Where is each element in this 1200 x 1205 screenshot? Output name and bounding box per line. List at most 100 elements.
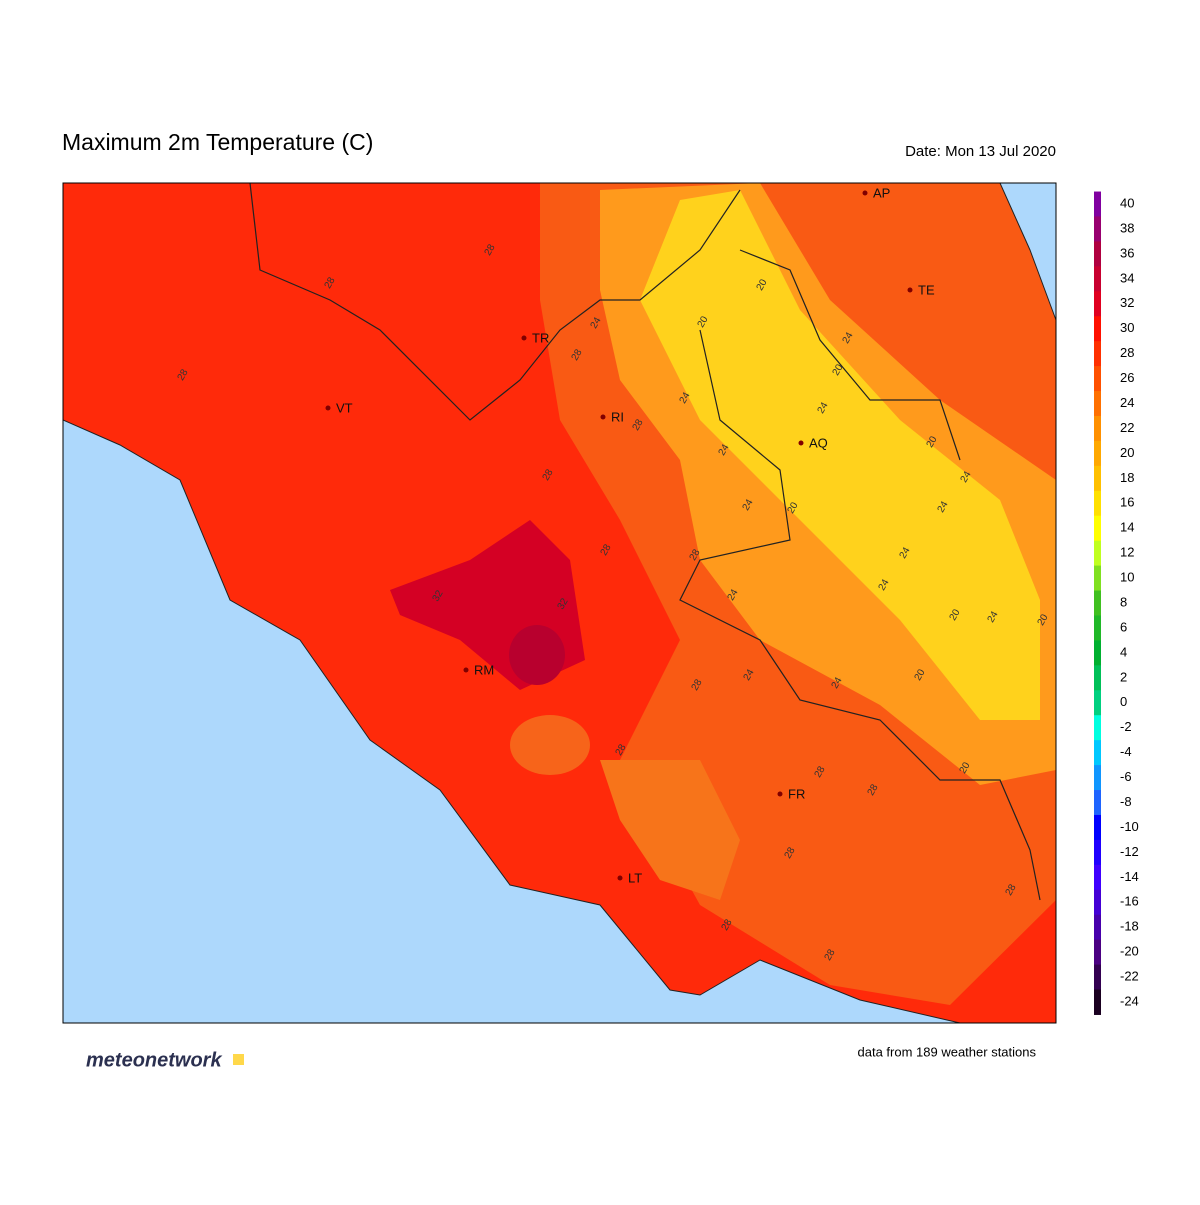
contour-label: 28 [483,242,498,258]
border [739,249,961,461]
colorbar-segment [1094,765,1101,791]
map-frame [62,182,1057,1024]
colorbar-segment [1094,316,1101,342]
colorbar-tick-label: 30 [1120,320,1134,335]
contour-label: 24 [741,497,756,513]
colorbar-segment [1094,366,1101,392]
colorbar-segment [1094,715,1101,741]
logo: meteonetwork [86,1049,222,1071]
city-dot [862,190,868,196]
colorbar-tick-label: 16 [1120,495,1134,510]
colorbar-tick-label: 10 [1120,570,1134,585]
colorbar-tick-label: -22 [1120,969,1139,984]
city-label: LT [628,870,642,885]
colorbar-tick-label: -12 [1120,844,1139,859]
land-warm [600,760,740,900]
colorbar-tick-label: 0 [1120,694,1127,709]
border [249,183,741,421]
colorbar-segment [1094,391,1101,417]
contour-label: 20 [948,607,963,623]
colorbar-tick-label: 32 [1120,295,1134,310]
land-cool [640,190,1040,720]
contour-label: 28 [688,547,703,563]
contour-label: 28 [541,467,556,483]
contour-label: 24 [830,675,845,691]
colorbar-segment [1094,790,1101,816]
hot-peak [509,625,565,685]
colorbar-segment [1094,191,1101,217]
contour-label: 20 [696,314,711,330]
colorbar-segment [1094,216,1101,242]
contour-label: 24 [898,545,913,561]
colorbar-tick-label: 6 [1120,619,1127,634]
colorbar-segment [1094,989,1101,1015]
colorbar-segment [1094,590,1101,616]
colorbar-tick-label: -14 [1120,869,1139,884]
contour-label: 24 [742,667,757,683]
contour-label: 28 [323,275,338,291]
colorbar-tick-label: -2 [1120,719,1132,734]
city-dot [777,791,783,797]
city-label: TR [532,330,549,345]
colorbar-segment [1094,814,1101,841]
contour-label: 20 [831,362,846,378]
colorbar-tick-label: 20 [1120,445,1134,460]
contour-label: 24 [717,442,732,458]
colorbar-tick-label: 4 [1120,644,1127,659]
contour-label: 28 [614,742,629,758]
contour-label: 24 [841,330,856,346]
colorbar-segment [1094,540,1101,567]
colorbar-tick-label: 40 [1120,195,1134,210]
colorbar-tick-label: 14 [1120,520,1134,535]
land-warm [510,715,590,775]
colorbar-segment [1094,615,1101,641]
contour-label: 20 [1036,612,1051,628]
colorbar-segment [1094,939,1101,966]
city-dot [521,335,527,341]
contour-label: 24 [726,587,741,603]
colorbar-tick-label: 28 [1120,345,1134,360]
colorbar-segment [1094,415,1101,442]
city-label: AQ [809,435,828,450]
city-dot [463,667,469,673]
border [679,329,1041,901]
colorbar-segment [1094,341,1101,367]
contour-label: 32 [556,596,571,612]
colorbar-tick-label: 18 [1120,470,1134,485]
colorbar-segment [1094,241,1101,267]
colorbar-tick-label: -24 [1120,993,1139,1008]
contour-label: 24 [589,315,604,331]
colorbar-tick-label: -8 [1120,794,1132,809]
colorbar-segment [1094,690,1101,716]
contour-label: 32 [431,588,446,604]
contour-label: 28 [599,542,614,558]
adriatic-sea [999,183,1056,321]
colorbar-tick-label: -10 [1120,819,1139,834]
contour-label: 24 [678,390,693,406]
city-label: FR [788,786,805,801]
title: Maximum 2m Temperature (C) [62,129,373,155]
contour-label: 20 [958,760,973,776]
colorbar-segment [1094,964,1101,991]
colorbar-segment [1094,740,1101,766]
colorbar-tick-label: 36 [1120,245,1134,260]
colorbar-segment [1094,640,1101,666]
colorbar-tick-label: -16 [1120,894,1139,909]
colorbar-segment [1094,839,1101,866]
colorbar-segment [1094,864,1101,891]
map [63,183,1056,1023]
colorbar-tick-label: -18 [1120,919,1139,934]
colorbar-tick-label: 34 [1120,270,1134,285]
contour-label: 28 [823,947,838,963]
contour-label: 28 [570,347,585,363]
contour-label: 20 [925,434,940,450]
city-label: RI [611,409,624,424]
city-dot [907,287,913,293]
contour-label: 24 [986,609,1001,625]
contour-label: 24 [959,469,974,485]
colorbar-segment [1094,914,1101,941]
city-dot [325,405,331,411]
contour-label: 28 [866,782,881,798]
colorbar-segment [1094,515,1101,542]
city-label: RM [474,662,494,677]
